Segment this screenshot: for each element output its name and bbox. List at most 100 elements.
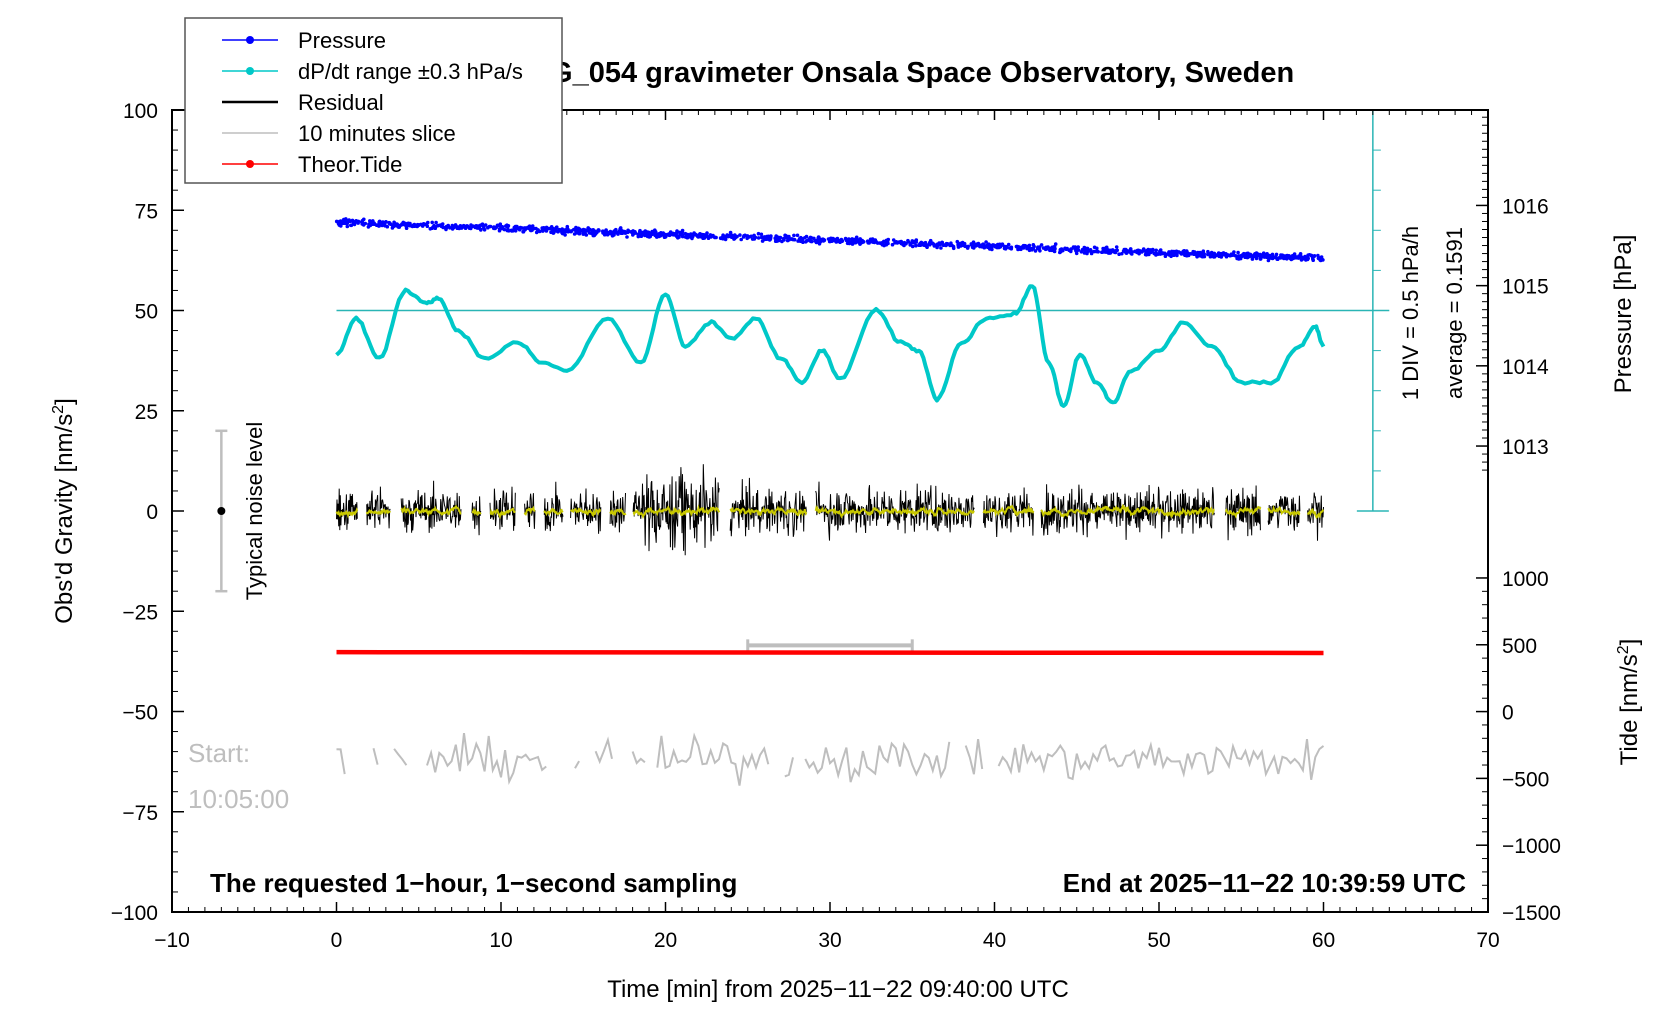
pressure-point bbox=[521, 229, 526, 234]
pressure-point bbox=[1181, 249, 1186, 254]
pressure-point bbox=[908, 243, 912, 247]
pressure-point bbox=[790, 237, 794, 241]
pressure-point bbox=[890, 242, 895, 247]
x-tick-label: 0 bbox=[331, 929, 343, 952]
pressure-point bbox=[649, 232, 654, 236]
pressure-point bbox=[486, 225, 490, 230]
pressure-point bbox=[1158, 248, 1163, 252]
pressure-point bbox=[464, 224, 469, 228]
pressure-point bbox=[1074, 251, 1079, 256]
pressure-point bbox=[683, 235, 688, 239]
pressure-point bbox=[498, 222, 503, 226]
pressure-point bbox=[341, 221, 346, 225]
legend-marker bbox=[246, 36, 254, 44]
pressure-point bbox=[749, 234, 753, 239]
pressure-point bbox=[394, 223, 398, 228]
pressure-point bbox=[741, 235, 746, 239]
pressure-point bbox=[1033, 249, 1038, 253]
pressure-point bbox=[1122, 247, 1127, 252]
pressure-point bbox=[1095, 246, 1099, 251]
pressure-point bbox=[703, 235, 707, 239]
pressure-point bbox=[1212, 255, 1216, 259]
series-layer bbox=[215, 109, 1390, 786]
tide-tick-label: −1500 bbox=[1502, 902, 1561, 925]
pressure-point bbox=[367, 222, 371, 226]
pressure-point bbox=[563, 233, 567, 237]
pressure-point bbox=[689, 233, 694, 237]
pressure-tick-label: 1016 bbox=[1502, 195, 1549, 218]
pressure-point bbox=[507, 229, 511, 233]
pressure-point bbox=[1198, 250, 1202, 255]
x-tick-label: 30 bbox=[818, 929, 841, 952]
pressure-point bbox=[858, 237, 862, 241]
legend-label: Residual bbox=[298, 90, 384, 115]
pressure-point bbox=[510, 229, 514, 233]
pressure-point bbox=[405, 223, 410, 228]
pressure-point bbox=[338, 222, 343, 226]
pressure-point bbox=[1238, 256, 1243, 261]
pressure-point bbox=[899, 241, 904, 246]
pressure-point bbox=[1231, 253, 1236, 257]
pressure-point bbox=[868, 237, 873, 242]
pressure-point bbox=[590, 228, 594, 233]
pressure-point bbox=[387, 221, 392, 225]
pressure-point bbox=[761, 235, 766, 240]
pressure-point bbox=[450, 225, 455, 230]
pressure-point bbox=[1107, 251, 1112, 255]
pressure-point bbox=[1000, 242, 1004, 247]
pressure-tick-label: 1015 bbox=[1502, 276, 1549, 299]
pressure-point bbox=[572, 227, 576, 232]
pressure-point bbox=[366, 225, 371, 229]
legend-box bbox=[184, 17, 563, 184]
pressure-point bbox=[1037, 247, 1041, 251]
pressure-point bbox=[1250, 257, 1255, 261]
legend-label: 10 minutes slice bbox=[298, 121, 456, 146]
tide-tick-label: 500 bbox=[1502, 635, 1537, 658]
pressure-point bbox=[1088, 248, 1093, 252]
pressure-point bbox=[430, 220, 435, 225]
pressure-point bbox=[1206, 252, 1211, 256]
pressure-point bbox=[843, 236, 848, 241]
pressure-point bbox=[885, 238, 889, 243]
pressure-point bbox=[594, 230, 599, 234]
pressure-point bbox=[690, 236, 694, 241]
pressure-point bbox=[1228, 253, 1233, 258]
pressure-point bbox=[1085, 251, 1089, 256]
x-tick-label: 60 bbox=[1312, 929, 1335, 952]
pressure-point bbox=[941, 243, 946, 247]
pressure-point bbox=[891, 238, 896, 242]
pressure-point bbox=[928, 238, 933, 243]
pressure-point bbox=[1031, 246, 1036, 251]
pressure-point bbox=[1095, 249, 1099, 253]
pressure-point bbox=[349, 223, 354, 228]
pressure-point bbox=[589, 231, 594, 236]
pressure-point bbox=[719, 236, 723, 241]
pressure-point bbox=[866, 240, 871, 245]
pressure-point bbox=[937, 241, 941, 245]
y-axis-label-tide: Tide [nm/s2] bbox=[1615, 639, 1643, 766]
axes-layer: −10 0 10 20 30 40 50 60 701007550250−25−50−75−10… bbox=[111, 100, 1561, 952]
pressure-point bbox=[1179, 252, 1184, 256]
pressure-point bbox=[647, 230, 651, 235]
pressure-point bbox=[1052, 249, 1057, 254]
y-axis-label-pressure: Pressure [hPa] bbox=[1610, 235, 1637, 394]
pressure-point bbox=[601, 230, 606, 234]
dpdt-average-label: average = 0.1591 bbox=[1442, 227, 1467, 399]
pressure-point bbox=[745, 236, 749, 241]
pressure-point bbox=[378, 221, 383, 226]
sampling-note: The requested 1−hour, 1−second sampling bbox=[210, 868, 737, 898]
pressure-point bbox=[612, 233, 616, 237]
pressure-point bbox=[426, 220, 430, 225]
pressure-point bbox=[923, 240, 928, 245]
pressure-point bbox=[752, 233, 756, 238]
pressure-point bbox=[344, 217, 348, 221]
y-tick-label: 50 bbox=[135, 301, 158, 324]
pressure-point bbox=[1044, 246, 1048, 251]
pressure-point bbox=[1021, 244, 1025, 249]
pressure-point bbox=[1216, 251, 1221, 255]
pressure-point bbox=[633, 231, 638, 235]
pressure-point bbox=[706, 236, 711, 240]
pressure-point bbox=[1269, 256, 1273, 260]
pressure-point bbox=[1254, 251, 1259, 255]
